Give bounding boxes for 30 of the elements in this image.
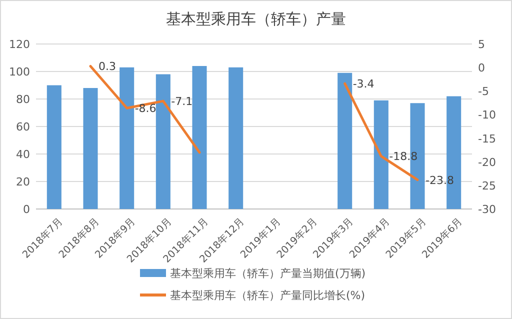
y-tick-label: 0 xyxy=(23,203,30,216)
y-tick-label: 20 xyxy=(16,176,30,188)
chart-title: 基本型乘用车（轿车）产量 xyxy=(166,10,346,28)
data-label: -8.6 xyxy=(134,102,156,116)
y2-tick-label: -20 xyxy=(478,156,496,169)
bar xyxy=(46,85,62,209)
bar xyxy=(120,67,134,209)
y-tick-label: 100 xyxy=(9,66,30,78)
bar xyxy=(156,74,170,209)
bar xyxy=(228,67,244,209)
bar xyxy=(192,66,207,209)
legend-label: 基本型乘用车（轿车）产量当期值(万辆) xyxy=(170,267,366,280)
legend-label: 基本型乘用车（轿车）产量同比增长(%) xyxy=(170,289,366,302)
y-tick-label: 80 xyxy=(16,93,30,106)
y-tick-label: 120 xyxy=(9,38,30,51)
y2-tick-label: -15 xyxy=(478,132,496,146)
bar xyxy=(374,100,388,209)
y2-tick-label: -10 xyxy=(478,108,496,122)
bar xyxy=(83,88,98,209)
data-label: -3.4 xyxy=(352,78,374,91)
y-tick-label: 40 xyxy=(16,148,30,161)
bar xyxy=(338,72,352,209)
y2-tick-label: -5 xyxy=(478,85,489,98)
y2-tick-label: -25 xyxy=(478,179,496,192)
y2-tick-label: -30 xyxy=(478,203,496,216)
y2-tick-label: 0 xyxy=(478,62,485,75)
y2-tick-label: 5 xyxy=(478,38,485,51)
y-tick-label: 60 xyxy=(16,120,30,134)
data-label: 0.3 xyxy=(98,60,116,74)
data-label: -7.1 xyxy=(171,95,193,108)
